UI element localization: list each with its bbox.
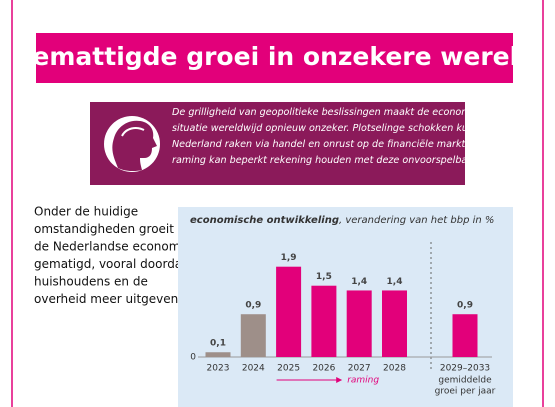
- value-label: 1,4: [351, 277, 367, 287]
- chart-title-main: economische ontwikkeling: [190, 215, 339, 226]
- value-label: 1,5: [316, 272, 332, 282]
- intro-line: Nederland raken via handel en onrust op …: [172, 139, 497, 150]
- category-note: groei per jaar: [435, 387, 496, 397]
- x-tick-label: 2024: [242, 364, 265, 374]
- body-line: huishoudens en de: [34, 275, 148, 289]
- value-label: 1,9: [281, 253, 297, 263]
- x-tick-label: 2026: [312, 364, 335, 374]
- x-tick-label: 2023: [207, 364, 230, 374]
- body-line: Onder de huidige: [34, 205, 138, 219]
- body-line: omstandigheden groeit: [34, 222, 174, 236]
- bar: [382, 290, 407, 357]
- bar: [240, 314, 266, 357]
- value-label: 0,1: [210, 339, 226, 349]
- bar: [346, 290, 372, 357]
- bar: [276, 266, 302, 357]
- forecast-arrowhead: [336, 377, 343, 383]
- y-tick-label: 0: [190, 353, 196, 363]
- x-tick-label: 2027: [348, 364, 371, 374]
- chart-panel: [178, 207, 513, 407]
- title-banner: [36, 33, 513, 83]
- page-title: Gemattigde groei in onzekere wereld: [12, 42, 536, 71]
- chart-title: economische ontwikkeling, verandering va…: [190, 215, 494, 226]
- x-tick-label: 2028: [383, 364, 406, 374]
- intro-line: raming kan beperkt rekening houden met d…: [172, 155, 499, 166]
- forecast-label: raming: [347, 376, 379, 386]
- bar: [311, 285, 337, 357]
- category-note: gemiddelde: [438, 376, 492, 386]
- bar: [452, 314, 478, 357]
- intro-line: De grilligheid van geopolitieke beslissi…: [172, 107, 496, 118]
- intro-line: situatie wereldwijd opnieuw onzeker. Plo…: [172, 123, 492, 134]
- chart-subtitle: , verandering van het bbp in %: [339, 215, 494, 226]
- value-label: 0,9: [457, 301, 473, 311]
- value-label: 0,9: [245, 301, 261, 311]
- body-line: overheid meer uitgeven: [34, 292, 178, 306]
- x-tick-label: 2029–2033: [440, 364, 490, 374]
- body-line: gematigd, vooral doordat: [34, 257, 187, 271]
- bar: [205, 352, 231, 357]
- icon: [104, 116, 160, 172]
- value-label: 1,4: [387, 277, 403, 287]
- body-line: de Nederlandse economie: [34, 240, 191, 254]
- x-tick-label: 2025: [277, 364, 300, 374]
